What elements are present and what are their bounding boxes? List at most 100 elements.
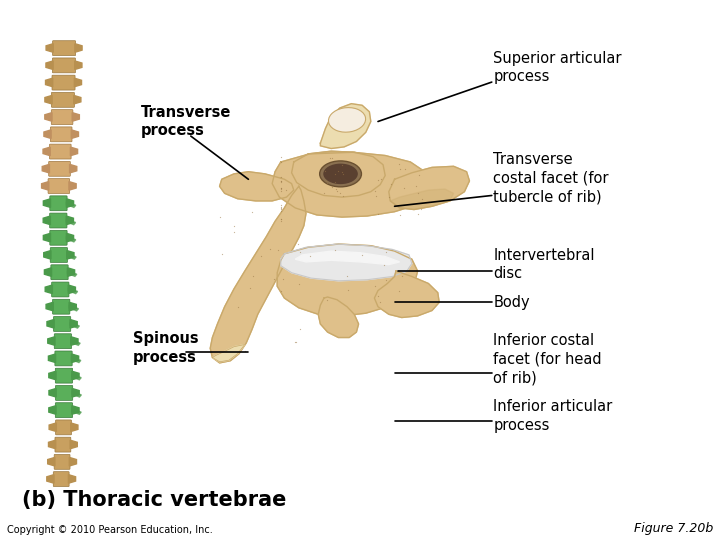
Ellipse shape: [328, 107, 366, 132]
Polygon shape: [74, 78, 81, 87]
Polygon shape: [72, 406, 79, 414]
Polygon shape: [47, 475, 54, 483]
FancyBboxPatch shape: [53, 471, 69, 487]
FancyBboxPatch shape: [50, 127, 72, 142]
FancyBboxPatch shape: [48, 179, 70, 193]
Polygon shape: [70, 322, 79, 328]
Polygon shape: [212, 345, 245, 362]
Polygon shape: [68, 285, 76, 294]
Polygon shape: [73, 96, 81, 104]
Polygon shape: [68, 271, 77, 276]
Text: Transverse
costal facet (for
tubercle of rib): Transverse costal facet (for tubercle of…: [493, 152, 608, 204]
Polygon shape: [42, 164, 50, 173]
Polygon shape: [71, 147, 78, 156]
Polygon shape: [43, 233, 50, 242]
Polygon shape: [68, 288, 78, 294]
FancyBboxPatch shape: [51, 265, 68, 280]
Polygon shape: [272, 152, 428, 217]
Text: Copyright © 2010 Pearson Education, Inc.: Copyright © 2010 Pearson Education, Inc.: [7, 524, 213, 535]
Polygon shape: [66, 199, 73, 207]
Polygon shape: [44, 251, 51, 259]
Polygon shape: [47, 320, 54, 328]
Polygon shape: [48, 354, 55, 362]
Polygon shape: [72, 374, 81, 380]
FancyBboxPatch shape: [52, 75, 75, 90]
Polygon shape: [43, 147, 50, 156]
Polygon shape: [72, 392, 81, 397]
Polygon shape: [70, 440, 77, 449]
FancyBboxPatch shape: [50, 144, 71, 159]
Polygon shape: [69, 181, 76, 190]
FancyBboxPatch shape: [53, 316, 71, 332]
Polygon shape: [295, 251, 400, 265]
FancyBboxPatch shape: [50, 213, 67, 228]
Polygon shape: [49, 371, 56, 380]
Polygon shape: [374, 271, 439, 318]
Polygon shape: [48, 337, 55, 346]
Polygon shape: [71, 130, 78, 138]
FancyBboxPatch shape: [49, 161, 71, 176]
Polygon shape: [72, 371, 79, 380]
FancyBboxPatch shape: [55, 351, 72, 366]
Polygon shape: [72, 113, 79, 122]
FancyBboxPatch shape: [55, 437, 71, 452]
Polygon shape: [67, 254, 76, 259]
Polygon shape: [69, 305, 78, 311]
Text: Transverse
process: Transverse process: [140, 105, 231, 138]
Polygon shape: [281, 244, 412, 281]
Polygon shape: [45, 78, 53, 87]
Polygon shape: [69, 302, 76, 311]
Polygon shape: [45, 113, 52, 122]
Polygon shape: [66, 233, 73, 242]
Polygon shape: [72, 388, 79, 397]
Ellipse shape: [323, 164, 358, 184]
Polygon shape: [71, 340, 80, 346]
Polygon shape: [320, 104, 371, 148]
Polygon shape: [220, 172, 294, 201]
FancyBboxPatch shape: [50, 231, 67, 245]
Polygon shape: [72, 409, 81, 414]
Polygon shape: [68, 268, 75, 276]
Polygon shape: [45, 268, 52, 276]
FancyBboxPatch shape: [52, 282, 69, 297]
Polygon shape: [70, 164, 77, 173]
Polygon shape: [67, 251, 74, 259]
Polygon shape: [71, 357, 81, 362]
Polygon shape: [318, 297, 359, 338]
FancyBboxPatch shape: [51, 92, 74, 107]
Polygon shape: [48, 440, 55, 449]
FancyBboxPatch shape: [55, 386, 73, 400]
Text: Intervertebral
disc: Intervertebral disc: [493, 248, 595, 281]
Text: Spinous
process: Spinous process: [133, 332, 199, 365]
Polygon shape: [49, 406, 56, 414]
Polygon shape: [46, 61, 53, 70]
Polygon shape: [390, 189, 454, 210]
Polygon shape: [48, 457, 55, 466]
Polygon shape: [292, 151, 385, 197]
FancyBboxPatch shape: [53, 299, 70, 314]
Polygon shape: [71, 337, 78, 346]
Text: (b) Thoracic vertebrae: (b) Thoracic vertebrae: [22, 490, 286, 510]
Polygon shape: [75, 44, 82, 52]
Polygon shape: [66, 219, 76, 225]
Text: Figure 7.20b: Figure 7.20b: [634, 522, 713, 535]
FancyBboxPatch shape: [54, 334, 71, 349]
Polygon shape: [66, 216, 73, 225]
FancyBboxPatch shape: [50, 196, 67, 211]
Polygon shape: [277, 244, 418, 316]
Polygon shape: [42, 181, 49, 190]
Polygon shape: [66, 237, 76, 242]
Polygon shape: [68, 475, 76, 483]
Text: Body: Body: [493, 295, 530, 310]
Polygon shape: [45, 285, 53, 294]
Text: Inferior articular
process: Inferior articular process: [493, 399, 613, 433]
Polygon shape: [43, 199, 50, 207]
FancyBboxPatch shape: [55, 403, 73, 417]
Polygon shape: [44, 130, 51, 138]
FancyBboxPatch shape: [55, 420, 71, 435]
Polygon shape: [70, 320, 77, 328]
Polygon shape: [210, 186, 306, 363]
Polygon shape: [43, 216, 50, 225]
Polygon shape: [49, 423, 56, 431]
Polygon shape: [46, 302, 53, 311]
